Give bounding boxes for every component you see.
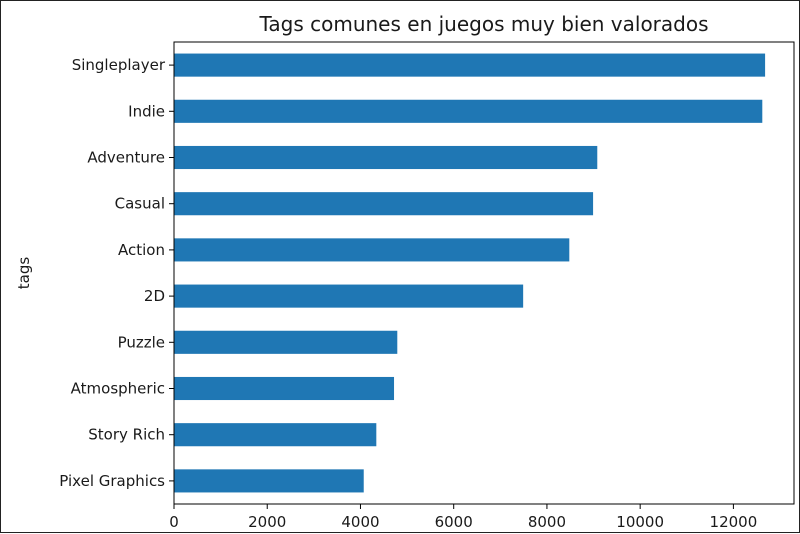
bar-casual [174,192,594,216]
chart-title: Tags comunes en juegos muy bien valorado… [258,12,708,36]
y-tick-label: Singleplayer [72,56,166,74]
x-tick-label: 4000 [341,513,379,531]
bar-adventure [174,145,598,170]
bar-action [174,238,570,262]
x-tick-label: 2000 [248,513,286,531]
y-tick-label: Indie [128,102,165,120]
x-tick-label: 8000 [528,513,566,531]
bar-indie [174,99,763,123]
bar-singleplayer [174,53,766,77]
y-tick-label: Puzzle [118,333,165,351]
bar-2d [174,284,524,308]
bar-pixel-graphics [174,469,364,493]
x-tick-label: 10000 [616,513,664,531]
bar-puzzle [174,330,398,354]
x-ticks-group: 0 2000 4000 6000 8000 10000 12000 [169,504,757,531]
x-tick-label: 6000 [435,513,473,531]
bar-atmospheric [174,376,395,401]
plot-area-frame [173,41,795,505]
y-tick-label: Adventure [87,149,165,167]
y-tick-label: Atmospheric [71,380,165,398]
y-tick-label: Pixel Graphics [59,472,165,490]
y-ticks-group: Singleplayer Indie Adventure Casual Action 2D… [59,56,174,490]
y-axis-label: tags [15,257,33,290]
bar-story-rich [174,423,377,447]
x-tick-label: 0 [169,513,179,531]
bars-group [174,53,766,493]
y-tick-label: 2D [144,287,165,305]
y-tick-label: Casual [115,195,165,213]
y-tick-label: Story Rich [88,426,165,444]
x-tick-label: 12000 [710,513,758,531]
y-tick-label: Action [118,241,165,259]
